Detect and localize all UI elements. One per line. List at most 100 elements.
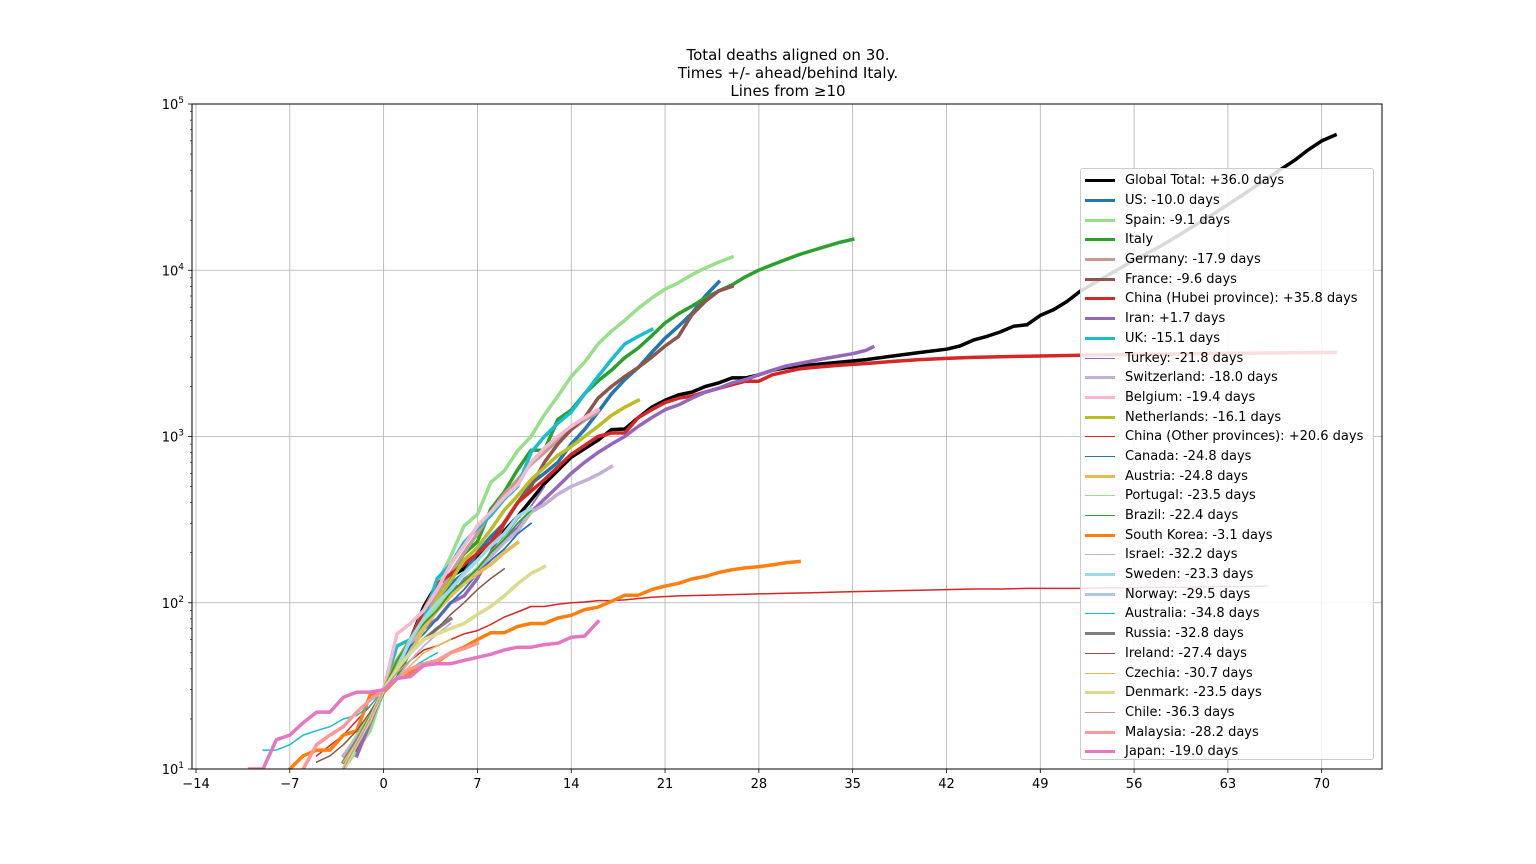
series-lines	[247, 132, 1338, 769]
axes: −14 −7 0 7 14 21 28 35 42 49 56 63 70 101 102 103 104 105	[162, 96, 1383, 792]
legend-item: Czechia: -30.7 days	[1085, 663, 1373, 683]
legend-swatch	[1085, 297, 1115, 301]
legend-swatch	[1085, 474, 1115, 478]
legend-item: Norway: -29.5 days	[1085, 584, 1373, 604]
chart-title-line-2: Times +/- ahead/behind Italy.	[677, 64, 899, 82]
legend-item: Austria: -24.8 days	[1085, 466, 1373, 486]
legend-item: Spain: -9.1 days	[1085, 210, 1373, 230]
x-tick-label: 7	[473, 777, 481, 792]
legend-label: Chile: -36.3 days	[1125, 704, 1235, 720]
y-tick-label: 102	[162, 595, 184, 612]
legend-swatch	[1085, 495, 1115, 497]
y-tick-label: 104	[162, 262, 185, 279]
legend-swatch	[1085, 395, 1115, 399]
legend-item: Chile: -36.3 days	[1085, 703, 1373, 723]
legend-swatch	[1085, 672, 1115, 674]
x-tick-label: 0	[379, 777, 387, 792]
legend-swatch	[1085, 455, 1115, 457]
legend-swatch	[1085, 199, 1115, 203]
legend-label: Belgium: -19.4 days	[1125, 389, 1256, 405]
x-tick-label: −7	[280, 777, 299, 792]
legend-item: Italy	[1085, 230, 1373, 250]
legend-item: Iran: +1.7 days	[1085, 309, 1373, 329]
x-tick-label: 56	[1126, 777, 1143, 792]
legend-swatch	[1085, 238, 1115, 242]
legend-item: Sweden: -23.3 days	[1085, 565, 1373, 585]
legend-item: China (Hubei province): +35.8 days	[1085, 289, 1373, 309]
legend-label: Iran: +1.7 days	[1125, 311, 1226, 327]
legend-item: US: -10.0 days	[1085, 191, 1373, 211]
x-tick-label: 70	[1313, 777, 1330, 792]
series-line	[341, 407, 601, 769]
chart-title-line-1: Total deaths aligned on 30.	[686, 46, 890, 64]
legend-swatch	[1085, 554, 1115, 556]
legend-swatch	[1085, 179, 1115, 183]
legend-item: Israel: -32.2 days	[1085, 545, 1373, 565]
x-tick-label: 49	[1032, 777, 1049, 792]
legend-label: Netherlands: -16.1 days	[1125, 409, 1282, 425]
x-tick-label: 14	[563, 777, 580, 792]
legend-label: Australia: -34.8 days	[1125, 606, 1260, 622]
legend-swatch	[1085, 436, 1115, 438]
y-tick-label: 103	[162, 429, 184, 446]
legend-label: Brazil: -22.4 days	[1125, 508, 1239, 524]
legend-swatch	[1085, 613, 1115, 615]
legend-item: Malaysia: -28.2 days	[1085, 722, 1373, 742]
legend-swatch	[1085, 632, 1115, 636]
plot-frame	[191, 103, 1383, 770]
legend-swatch	[1085, 357, 1115, 359]
legend-swatch	[1085, 573, 1115, 577]
legend-item: Turkey: -21.8 days	[1085, 348, 1373, 368]
legend-swatch	[1085, 533, 1115, 537]
legend-label: Germany: -17.9 days	[1125, 252, 1261, 268]
legend-label: Japan: -19.0 days	[1125, 744, 1239, 760]
x-tick-label: 42	[938, 777, 955, 792]
y-tick-label: 105	[162, 96, 184, 113]
series-line	[341, 564, 547, 769]
legend-label: Italy	[1125, 232, 1154, 248]
legend-item: Russia: -32.8 days	[1085, 624, 1373, 644]
legend-swatch	[1085, 336, 1115, 340]
legend-label: France: -9.6 days	[1125, 271, 1237, 287]
legend: Global Total: +36.0 days US: -10.0 days Sp…	[1080, 168, 1374, 760]
y-tick-label: 101	[162, 761, 184, 778]
legend-swatch	[1085, 750, 1115, 754]
legend-swatch	[1085, 277, 1115, 281]
legend-label: Sweden: -23.3 days	[1125, 567, 1254, 583]
legend-item: Germany: -17.9 days	[1085, 250, 1373, 270]
legend-label: Norway: -29.5 days	[1125, 586, 1251, 602]
legend-item: Denmark: -23.5 days	[1085, 683, 1373, 703]
legend-label: Denmark: -23.5 days	[1125, 685, 1262, 701]
series-line	[354, 344, 876, 759]
legend-label: Spain: -9.1 days	[1125, 212, 1231, 228]
legend-swatch	[1085, 592, 1115, 596]
legend-item: Brazil: -22.4 days	[1085, 506, 1373, 526]
legend-label: UK: -15.1 days	[1125, 330, 1221, 346]
legend-item: Belgium: -19.4 days	[1085, 388, 1373, 408]
legend-label: Russia: -32.8 days	[1125, 626, 1244, 642]
legend-swatch	[1085, 317, 1115, 321]
legend-label: South Korea: -3.1 days	[1125, 527, 1273, 543]
legend-label: Malaysia: -28.2 days	[1125, 724, 1259, 740]
legend-label: Ireland: -27.4 days	[1125, 645, 1247, 661]
legend-swatch	[1085, 730, 1115, 734]
series-line	[340, 279, 722, 765]
legend-label: Israel: -32.2 days	[1125, 547, 1238, 563]
x-tick-label: 21	[657, 777, 674, 792]
legend-item: Japan: -19.0 days	[1085, 742, 1373, 762]
x-tick-label: −14	[182, 777, 209, 792]
legend-swatch	[1085, 415, 1115, 419]
legend-item: Australia: -34.8 days	[1085, 604, 1373, 624]
legend-item: Switzerland: -18.0 days	[1085, 368, 1373, 388]
legend-label: US: -10.0 days	[1125, 193, 1220, 209]
legend-item: Ireland: -27.4 days	[1085, 644, 1373, 664]
chart-title-line-3: Lines from ≥10	[730, 82, 846, 100]
series-line	[354, 284, 735, 753]
legend-item: France: -9.6 days	[1085, 269, 1373, 289]
legend-swatch	[1085, 711, 1115, 713]
legend-label: China (Other provinces): +20.6 days	[1125, 429, 1364, 445]
legend-swatch	[1085, 691, 1115, 695]
series-line	[287, 559, 802, 769]
legend-label: Turkey: -21.8 days	[1125, 350, 1244, 366]
legend-label: China (Hubei province): +35.8 days	[1125, 291, 1358, 307]
